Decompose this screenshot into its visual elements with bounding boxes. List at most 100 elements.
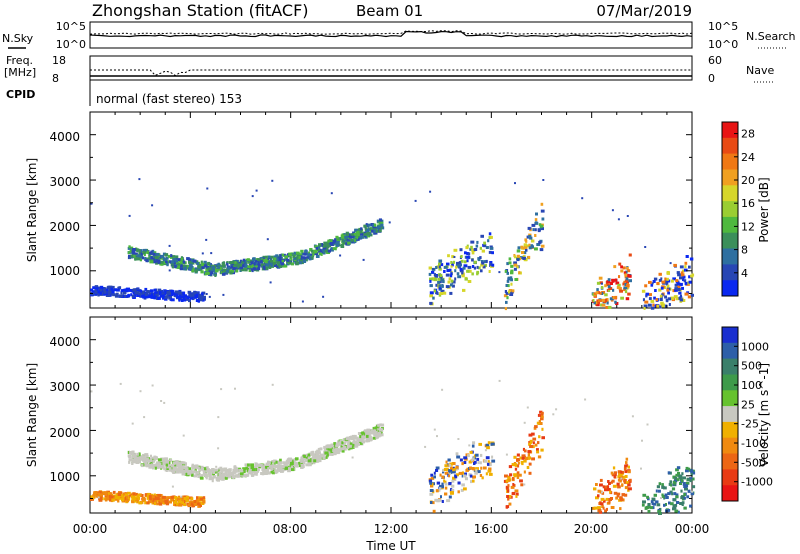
echo-cell bbox=[252, 267, 257, 271]
echo-cell bbox=[265, 462, 270, 466]
echo-cell bbox=[182, 298, 187, 302]
echo-cell bbox=[202, 471, 206, 475]
echo-cell bbox=[618, 275, 621, 279]
echo-cell bbox=[552, 413, 555, 416]
echo-cell bbox=[379, 433, 382, 437]
echo-cell bbox=[320, 243, 323, 246]
echo-cell bbox=[136, 257, 141, 261]
echo-cell bbox=[460, 488, 464, 492]
echo-cell bbox=[448, 464, 452, 468]
echo-cell bbox=[227, 266, 231, 270]
echo-cell bbox=[680, 489, 683, 493]
echo-cell bbox=[267, 255, 271, 259]
echo-cell bbox=[619, 498, 624, 502]
echo-cell bbox=[315, 246, 318, 250]
echo-cell bbox=[130, 293, 133, 297]
echo-cell bbox=[135, 492, 138, 496]
echo-cell bbox=[199, 476, 204, 480]
echo-cell bbox=[110, 287, 113, 291]
echo-cell bbox=[353, 232, 357, 236]
echo-cell bbox=[685, 466, 689, 470]
echo-cell bbox=[473, 266, 477, 270]
echo-cell bbox=[664, 503, 667, 506]
echo-cell bbox=[351, 434, 355, 438]
echo-cell bbox=[153, 288, 157, 292]
echo-cell bbox=[510, 485, 515, 489]
echo-cell bbox=[668, 482, 672, 486]
echo-cell bbox=[461, 462, 464, 466]
echo-cell bbox=[649, 293, 652, 297]
echo-cell bbox=[677, 510, 680, 514]
echo-cell bbox=[271, 383, 274, 386]
echo-cell bbox=[177, 290, 181, 294]
echo-cell bbox=[604, 488, 608, 492]
echo-cell bbox=[140, 494, 144, 497]
echo-cell bbox=[154, 500, 158, 504]
echo-cell bbox=[684, 292, 689, 296]
echo-cell bbox=[131, 495, 134, 499]
echo-cell bbox=[461, 471, 464, 475]
echo-cell bbox=[647, 303, 652, 307]
echo-cell bbox=[364, 232, 368, 236]
echo-cell bbox=[193, 503, 197, 506]
echo-cell bbox=[531, 245, 534, 249]
echo-cell bbox=[158, 465, 163, 469]
echo-cell bbox=[299, 261, 302, 265]
echo-cell bbox=[330, 248, 334, 252]
echo-cell bbox=[231, 265, 235, 269]
echo-cell bbox=[380, 423, 385, 427]
echo-cell bbox=[514, 278, 518, 281]
echo-cell bbox=[156, 465, 160, 469]
echo-cell bbox=[505, 485, 509, 489]
colorbar-frame bbox=[721, 121, 739, 297]
echo-cell bbox=[347, 237, 351, 241]
echo-cell bbox=[249, 469, 253, 473]
cpid-text: normal (fast stereo) 153 bbox=[96, 92, 242, 106]
echo-cell bbox=[357, 439, 362, 443]
echo-cell bbox=[164, 297, 168, 301]
echo-cell bbox=[458, 261, 462, 265]
echo-cell bbox=[450, 261, 453, 264]
echo-cell bbox=[170, 298, 175, 302]
echo-cell bbox=[236, 469, 239, 473]
echo-cell bbox=[193, 501, 197, 505]
echo-cell bbox=[520, 483, 524, 487]
echo-cell bbox=[99, 493, 103, 497]
echo-cell bbox=[113, 288, 117, 292]
echo-cell bbox=[601, 298, 605, 302]
echo-cell bbox=[121, 295, 125, 298]
echo-cell bbox=[647, 503, 651, 506]
echo-cell bbox=[510, 269, 514, 273]
echo-cell bbox=[475, 467, 479, 471]
echo-cell bbox=[311, 253, 314, 257]
echo-cell bbox=[180, 257, 184, 261]
echo-cell bbox=[354, 440, 358, 444]
echo-cell bbox=[669, 480, 672, 484]
echo-cell bbox=[516, 473, 519, 477]
echo-cell bbox=[330, 239, 333, 243]
echo-cell bbox=[601, 303, 606, 307]
echo-cell bbox=[146, 257, 150, 261]
echo-cell bbox=[195, 294, 198, 298]
echo-cell bbox=[510, 278, 513, 282]
echo-cell bbox=[614, 278, 618, 282]
echo-cell bbox=[133, 492, 136, 496]
echo-cell bbox=[650, 500, 654, 504]
echo-cell bbox=[171, 255, 176, 259]
echo-cell bbox=[646, 495, 649, 499]
echo-cell bbox=[531, 457, 535, 461]
echo-cell bbox=[361, 440, 366, 444]
echo-cell bbox=[161, 495, 166, 499]
echo-cell bbox=[196, 294, 199, 298]
echo-cell bbox=[625, 277, 629, 281]
echo-cell bbox=[310, 253, 313, 256]
echo-cell bbox=[485, 472, 488, 476]
echo-cell bbox=[663, 486, 667, 490]
echo-cell bbox=[534, 228, 537, 232]
echo-cell bbox=[433, 273, 436, 277]
echo-cell bbox=[228, 471, 232, 474]
echo-cell bbox=[681, 472, 684, 476]
echo-cell bbox=[216, 469, 219, 472]
echo-cell bbox=[684, 281, 688, 285]
echo-cell bbox=[480, 263, 484, 267]
